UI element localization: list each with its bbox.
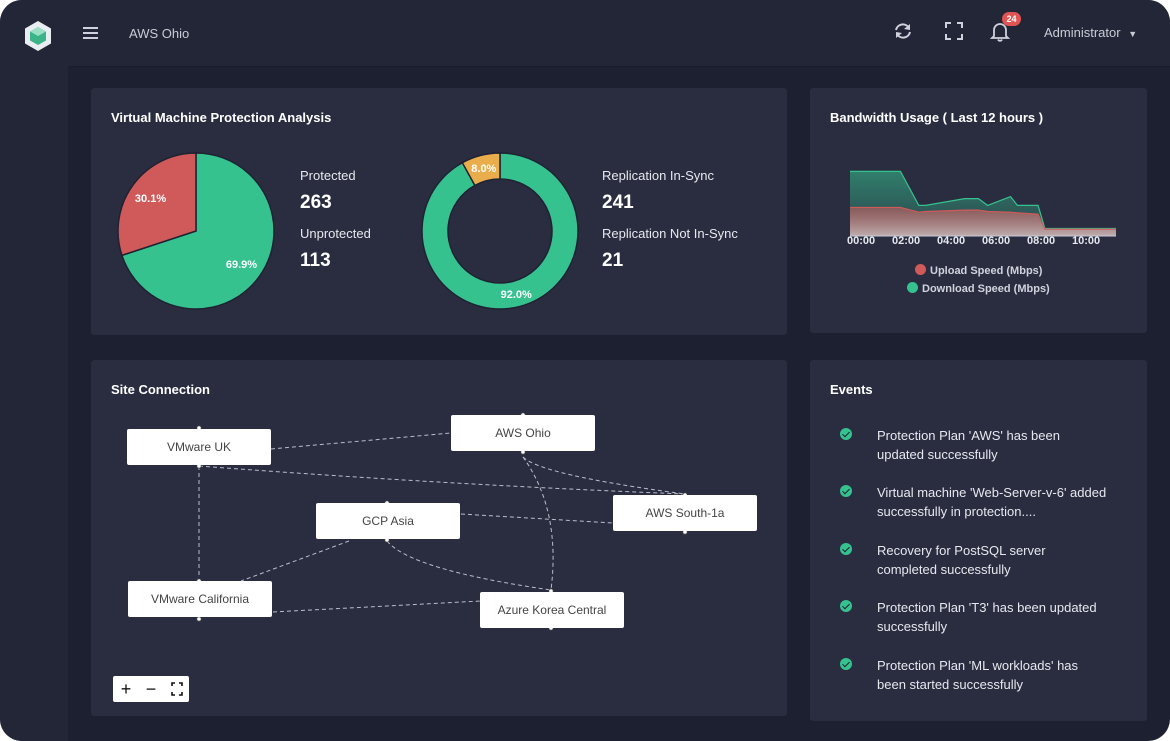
zoom-in-button[interactable]: + (120, 679, 132, 699)
check-circle-icon (840, 600, 852, 612)
chevron-down-icon: ▼ (1128, 29, 1138, 39)
top-bar: AWS Ohio 24 Administrator ▼ (68, 0, 1170, 67)
unprotected-label: Unprotected (300, 226, 371, 241)
site-connection-graph (196, 412, 688, 631)
legend-item[interactable]: Download Speed (Mbps) (907, 282, 1050, 295)
refresh-icon[interactable] (892, 20, 914, 42)
x-tick-label: 02:00 (892, 235, 921, 247)
site-node-gcp-asia[interactable]: GCP Asia (316, 503, 460, 539)
vm-protection-title: Virtual Machine Protection Analysis (111, 110, 332, 125)
insync-data-label: 92.0% (501, 289, 532, 301)
event-text: Virtual machine 'Web-Server-v-6' added s… (877, 485, 1107, 519)
x-tick-label: 04:00 (937, 235, 966, 247)
site-node-azure-korea[interactable]: Azure Korea Central (480, 592, 624, 628)
breadcrumb-site[interactable]: AWS Ohio (129, 26, 190, 41)
check-circle-icon (840, 543, 852, 555)
sidebar (0, 0, 68, 741)
series-download-line (850, 170, 1116, 230)
site-node-vmware-california[interactable]: VMware California (128, 581, 272, 617)
unprotected-slice[interactable] (117, 152, 197, 257)
check-circle-icon (840, 485, 852, 497)
insync-value: 241 (602, 192, 634, 213)
site-node-aws-south[interactable]: AWS South-1a (613, 495, 757, 531)
notinsync-value: 21 (602, 250, 624, 271)
check-circle-icon (840, 658, 852, 670)
notinsync-slice[interactable] (461, 152, 501, 187)
events-title: Events (830, 382, 873, 397)
protected-label: Protected (300, 168, 356, 183)
event-text: Protection Plan 'ML workloads' has been … (877, 658, 1079, 692)
legend-item[interactable]: Upload Speed (Mbps) (915, 264, 1042, 277)
protected-value: 263 (300, 192, 332, 213)
user-menu[interactable]: Administrator ▼ (1044, 25, 1137, 40)
event-text: Protection Plan 'T3' has been updated su… (877, 600, 1097, 634)
legend-label: Upload Speed (Mbps) (930, 265, 1043, 277)
protection-pie-chart: 69.9% 30.1% (117, 152, 275, 310)
legend-label: Download Speed (Mbps) (922, 283, 1050, 295)
zoom-out-button[interactable]: − (145, 679, 157, 699)
insync-slice[interactable] (421, 152, 579, 310)
hamburger-icon[interactable] (82, 24, 100, 42)
vm-protection-card: Virtual Machine Protection Analysis 69.9… (91, 88, 787, 335)
event-text: Recovery for PostSQL server completed su… (877, 543, 1046, 577)
edge-uk-south (198, 465, 686, 495)
protected-data-label: 69.9% (226, 259, 257, 271)
insync-label: Replication In-Sync (602, 168, 714, 183)
unprotected-data-label: 30.1% (135, 193, 166, 205)
x-tick-label: 06:00 (982, 235, 1011, 247)
series-upload-line (850, 206, 1116, 230)
series-upload-area (850, 207, 1116, 236)
fit-view-icon[interactable] (165, 676, 189, 702)
x-tick-label: 08:00 (1027, 235, 1056, 247)
site-node-aws-ohio[interactable]: AWS Ohio (451, 415, 595, 451)
legend-dot-icon (915, 264, 926, 275)
site-connection-title: Site Connection (111, 382, 210, 397)
site-node-vmware-uk[interactable]: VMware UK (127, 429, 271, 465)
bell-icon[interactable] (989, 20, 1011, 42)
fullscreen-icon[interactable] (943, 20, 965, 42)
notinsync-label: Replication Not In-Sync (602, 226, 738, 241)
notinsync-data-label: 8.0% (471, 163, 496, 175)
logo-icon[interactable] (24, 20, 52, 52)
x-tick-label: 10:00 (1072, 235, 1101, 247)
site-connection-card: Site Connection VMwar (91, 360, 787, 716)
edge-california-azure (272, 600, 482, 613)
edge-gcp-azure (386, 540, 552, 591)
event-text: Protection Plan 'AWS' has been updated s… (877, 428, 1060, 462)
events-card: Events Protection Plan 'AWS' has been up… (810, 360, 1147, 721)
edge-ohio-south (522, 456, 686, 495)
notification-badge: 24 (1002, 12, 1021, 26)
check-circle-icon (840, 428, 852, 440)
legend-dot-icon (907, 282, 918, 293)
replication-donut-chart: 92.0% 8.0% (421, 152, 579, 310)
edge-uk-ohio (270, 432, 452, 450)
user-name: Administrator (1044, 25, 1121, 40)
graph-zoom-controls: + − (113, 676, 189, 702)
bandwidth-card: Bandwidth Usage ( Last 12 hours ) 00:00 0… (810, 88, 1147, 333)
edge-ohio-azure (522, 456, 554, 591)
bandwidth-area-chart (850, 170, 1116, 237)
x-tick-label: 00:00 (847, 235, 876, 247)
edge-gcp-california (240, 540, 350, 582)
unprotected-value: 113 (300, 250, 331, 271)
bandwidth-title: Bandwidth Usage ( Last 12 hours ) (830, 110, 1044, 125)
protected-slice[interactable] (120, 152, 275, 310)
edge-gcp-south (460, 513, 614, 524)
